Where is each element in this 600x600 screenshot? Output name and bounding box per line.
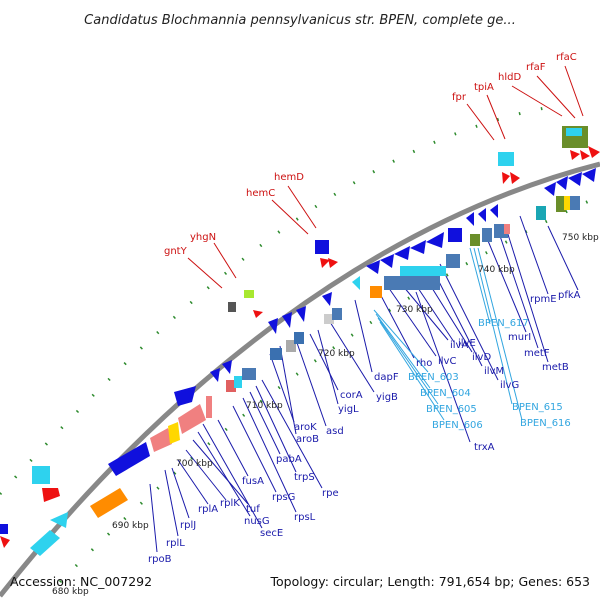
- outer-features: [0, 126, 600, 548]
- gene-label: BPEN_604: [420, 388, 471, 399]
- gene-label: rpsG: [272, 492, 295, 503]
- gene-label: rpoB: [148, 554, 172, 565]
- gene-label: rplK: [220, 498, 240, 509]
- gene-label: trpS: [294, 472, 315, 483]
- gene-label: metB: [542, 362, 569, 373]
- inner-label-leaders: [149, 215, 579, 553]
- gene-label: fpr: [452, 92, 467, 103]
- inner-gene-labels: rpoB rplL rplJ rplA rplK tuf nusG secE f…: [148, 290, 581, 565]
- gene-label: hemC: [246, 188, 275, 199]
- gene-label: BPEN_603: [408, 372, 459, 383]
- gene-label: rpmE: [530, 294, 557, 305]
- map-title: Candidatus Blochmannia pennsylvanicus st…: [84, 13, 516, 28]
- gene-label: nusG: [244, 516, 270, 527]
- gene-label: rfaC: [556, 52, 577, 63]
- outer-label-leaders: [187, 65, 584, 289]
- gene-label: asd: [326, 426, 344, 437]
- gene-label: secE: [260, 528, 283, 539]
- tick-label: 700 kbp: [176, 459, 213, 469]
- summary-text: Topology: circular; Length: 791,654 bp; …: [270, 574, 591, 589]
- gene-label: ilvC: [438, 356, 456, 367]
- gene-label: dapF: [374, 372, 399, 383]
- gene-label: yigB: [376, 392, 398, 403]
- gene-label: ilvD: [472, 352, 491, 363]
- genome-backbone: [0, 161, 600, 598]
- gene-label: tpiA: [474, 82, 494, 93]
- gene-label: fusA: [242, 476, 264, 487]
- gene-label: pabA: [276, 454, 302, 465]
- gene-label: tuf: [246, 504, 260, 515]
- outer-gene-labels: gntY yhgN hemC hemD fpr tpiA hldD rfaF r…: [164, 52, 577, 257]
- gene-label: murI: [508, 332, 531, 343]
- gene-label: BPEN_605: [426, 404, 477, 415]
- gene-label: rplA: [198, 504, 218, 515]
- gene-label: BPEN_606: [432, 420, 483, 431]
- tick-label: 690 kbp: [112, 521, 149, 531]
- tick-label: 750 kbp: [562, 233, 599, 243]
- gene-label: pfkA: [558, 290, 581, 301]
- inner-gc-dots: [58, 194, 600, 584]
- pseudo-gene-labels: BPEN_603 BPEN_604 BPEN_605 BPEN_606 BPEN…: [408, 318, 571, 431]
- gene-label: ilvG: [500, 380, 519, 391]
- inner-features: [0, 168, 596, 556]
- outer-gc-dots: [0, 106, 546, 496]
- gene-label: BPEN_617: [478, 318, 529, 329]
- gene-label: BPEN_615: [512, 402, 563, 413]
- tick-label: 720 kbp: [318, 349, 355, 359]
- gene-label: rplL: [166, 538, 185, 549]
- gene-label: BPEN_616: [520, 418, 571, 429]
- gene-label: ilvE: [458, 338, 476, 349]
- tick-label: 730 kbp: [396, 305, 433, 315]
- gene-label: rfaF: [526, 62, 546, 73]
- gene-label: yhgN: [190, 232, 216, 243]
- gene-label: trxA: [474, 442, 495, 453]
- accession-text: Accession: NC_007292: [10, 574, 152, 589]
- gene-label: corA: [340, 390, 363, 401]
- gene-label: metF: [524, 348, 550, 359]
- gene-label: hldD: [498, 72, 521, 83]
- tick-label: 740 kbp: [478, 265, 515, 275]
- gene-label: aroB: [296, 434, 319, 445]
- tick-label: 680 kbp: [52, 587, 89, 597]
- pseudo-label-leaders: [373, 247, 523, 421]
- gene-label: ilvA: [450, 340, 468, 351]
- gene-label: yigL: [338, 404, 359, 415]
- gene-label: gntY: [164, 246, 188, 257]
- tick-label: 710 kbp: [246, 401, 283, 411]
- gene-label: rpsL: [294, 512, 316, 523]
- tick-labels: 680 kbp 690 kbp 700 kbp 710 kbp 720 kbp …: [52, 233, 599, 597]
- gene-label: ilvM: [484, 366, 504, 377]
- gene-label: aroK: [294, 422, 317, 433]
- gene-label: hemD: [274, 172, 304, 183]
- gene-label: rho: [416, 358, 432, 369]
- gene-label: rplJ: [180, 520, 196, 531]
- gene-label: rpe: [322, 488, 339, 499]
